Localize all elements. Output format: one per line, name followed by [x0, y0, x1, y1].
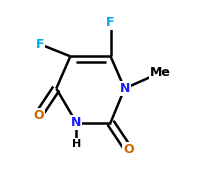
Text: O: O	[33, 109, 44, 122]
Text: O: O	[122, 143, 133, 156]
Text: Me: Me	[150, 66, 170, 79]
Text: N: N	[119, 82, 129, 95]
Text: H: H	[71, 139, 81, 149]
Text: F: F	[106, 16, 114, 29]
Text: F: F	[36, 38, 44, 51]
Text: N: N	[71, 116, 81, 129]
